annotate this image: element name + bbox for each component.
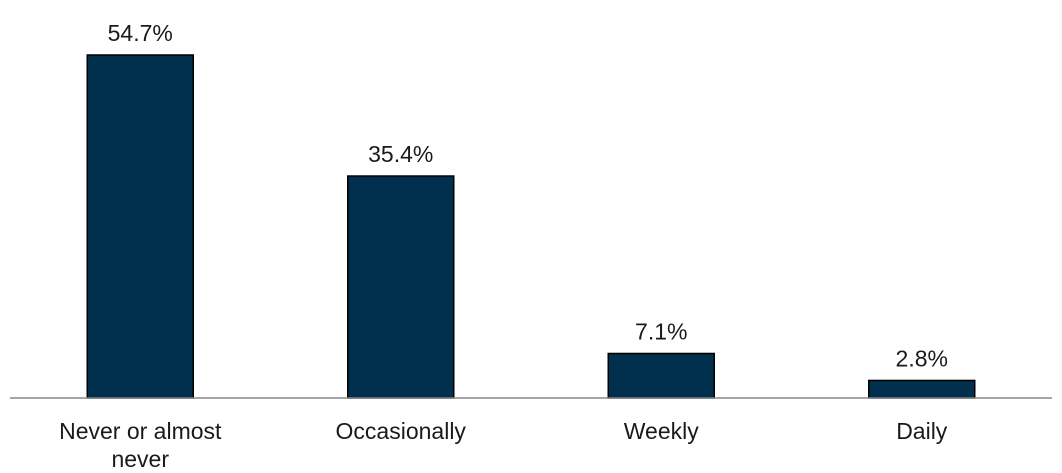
bar-3 [868,379,976,399]
data-label-2: 7.1% [635,318,687,344]
value-labels-group: 54.7% 35.4% 7.1% 2.8% [108,20,948,371]
category-label-3: Daily [896,418,948,444]
category-label-line: Never or almost [59,418,222,444]
category-label-0: Never or almost never [59,418,222,472]
category-label-2: Weekly [624,418,699,444]
category-label-line: never [111,446,169,472]
category-label-line: Occasionally [336,418,467,444]
category-label-1: Occasionally [336,418,467,444]
bar-1 [347,175,455,399]
bar-0 [86,54,194,399]
data-label-1: 35.4% [368,141,433,167]
data-label-0: 54.7% [108,20,173,46]
category-label-line: Daily [896,418,948,444]
category-labels-group: Never or almost never Occasionally Weekly Da… [59,418,948,472]
data-label-3: 2.8% [896,345,948,371]
bar-2 [607,352,715,399]
category-label-line: Weekly [624,418,699,444]
bars-group [86,54,976,399]
